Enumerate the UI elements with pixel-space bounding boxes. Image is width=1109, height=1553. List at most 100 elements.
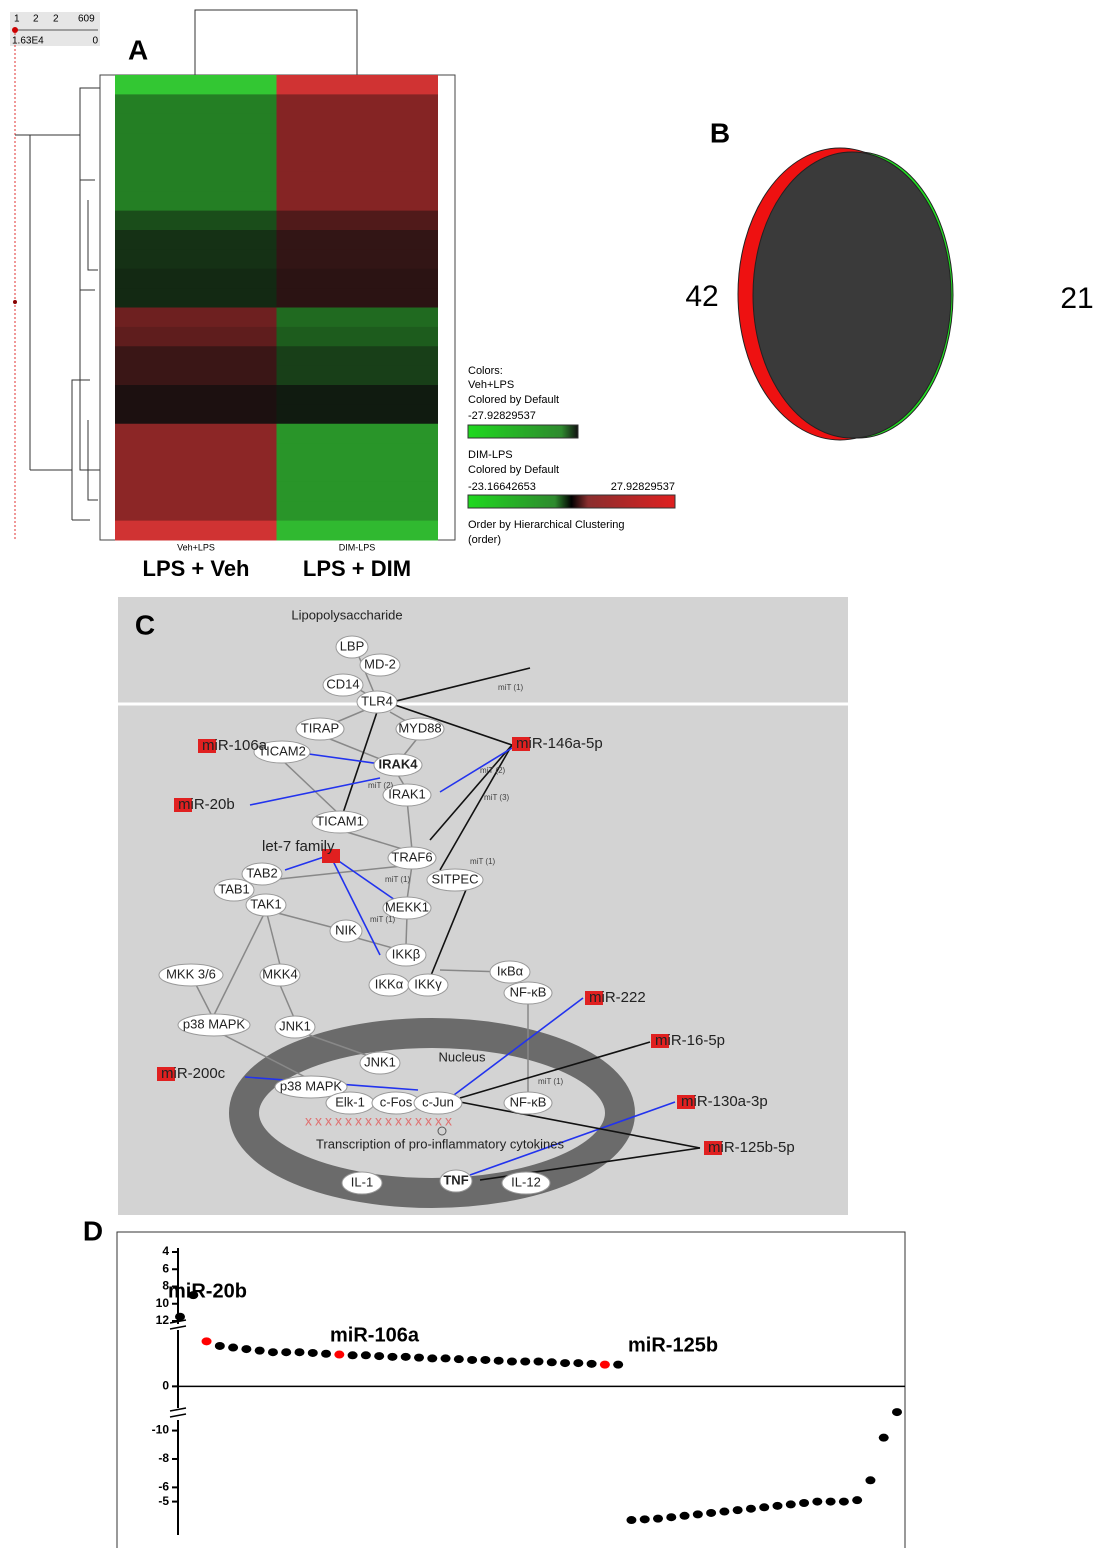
node-label: MYD88 bbox=[398, 720, 441, 735]
scale-tick: 1 bbox=[14, 14, 20, 25]
point bbox=[295, 1348, 305, 1356]
mirna-label: miR-125b-5p bbox=[708, 1139, 795, 1156]
node-label: LBP bbox=[340, 638, 365, 653]
node-label: c-Fos bbox=[380, 1094, 413, 1109]
node-label: IRAK1 bbox=[388, 786, 426, 801]
point bbox=[560, 1359, 570, 1367]
node-label: IL-12 bbox=[511, 1174, 541, 1189]
heatmap-cell bbox=[115, 230, 277, 250]
node-label: MEKK1 bbox=[385, 899, 429, 914]
heatmap-cell bbox=[115, 211, 277, 231]
node-label: TIRAP bbox=[301, 720, 339, 735]
colorbar bbox=[468, 495, 675, 508]
point bbox=[759, 1503, 769, 1511]
point bbox=[494, 1357, 504, 1365]
heatmap-cell bbox=[277, 404, 439, 424]
heatmap-cell bbox=[115, 463, 277, 483]
heatmap-cell bbox=[115, 288, 277, 308]
node-label: Lipopolysaccharide bbox=[291, 607, 402, 622]
heatmap-cell bbox=[277, 94, 439, 114]
point bbox=[228, 1344, 238, 1352]
y-tick-label: 12 bbox=[156, 1313, 170, 1327]
point bbox=[746, 1505, 756, 1513]
heatmap-cell bbox=[115, 114, 277, 134]
y-tick-label: 0 bbox=[162, 1379, 169, 1393]
edge bbox=[406, 915, 407, 945]
point bbox=[361, 1351, 371, 1359]
point bbox=[680, 1512, 690, 1520]
node-label: MD-2 bbox=[364, 656, 396, 671]
point bbox=[520, 1358, 530, 1366]
heatmap-cell bbox=[277, 230, 439, 250]
count: 21 bbox=[1060, 282, 1093, 315]
node-label: JNK1 bbox=[279, 1018, 311, 1033]
point bbox=[334, 1351, 344, 1359]
node-label: MKK 3/6 bbox=[166, 966, 216, 981]
node-label: Elk-1 bbox=[335, 1094, 365, 1109]
column-label: Veh+LPS bbox=[177, 542, 215, 552]
heatmap-cell bbox=[277, 308, 439, 328]
point bbox=[387, 1353, 397, 1361]
colorbar bbox=[468, 425, 578, 438]
heatmap-cell bbox=[115, 94, 277, 114]
node-label: c-Jun bbox=[422, 1094, 454, 1109]
heatmap-cell bbox=[277, 443, 439, 463]
node-label: p38 MAPK bbox=[183, 1016, 245, 1031]
scale-tick: 2 bbox=[53, 14, 59, 25]
point bbox=[268, 1348, 278, 1356]
point bbox=[241, 1345, 251, 1353]
heatmap-cell bbox=[115, 75, 277, 95]
heatmap-cell bbox=[277, 133, 439, 153]
edge-label: miT (1) bbox=[470, 857, 496, 866]
point bbox=[839, 1498, 849, 1506]
point bbox=[613, 1361, 623, 1369]
venn-overlap bbox=[753, 152, 951, 438]
node-label: IKKα bbox=[375, 976, 404, 991]
heatmap-cell bbox=[115, 482, 277, 502]
heatmap-cell bbox=[277, 385, 439, 405]
point bbox=[693, 1510, 703, 1518]
legend-text: (order) bbox=[468, 534, 501, 546]
mirna-label: miR-222 bbox=[589, 989, 646, 1006]
edge-label: miT (1) bbox=[538, 1077, 564, 1086]
left-dendrogram bbox=[15, 88, 100, 520]
point bbox=[547, 1358, 557, 1366]
y-tick-label: -8 bbox=[158, 1451, 169, 1465]
edge-label: miT (1) bbox=[385, 875, 411, 884]
point bbox=[786, 1500, 796, 1508]
point bbox=[640, 1515, 650, 1523]
point bbox=[773, 1502, 783, 1510]
node-label: CD14 bbox=[326, 676, 359, 691]
heatmap-cell bbox=[277, 153, 439, 173]
node-label: Transcription of pro-inflammatory cytoki… bbox=[316, 1136, 565, 1151]
column-title: LPS + DIM bbox=[303, 556, 411, 581]
heatmap-cell bbox=[277, 463, 439, 483]
heatmap-cell bbox=[115, 153, 277, 173]
mirna-label: let-7 family bbox=[262, 838, 335, 855]
node-label: IKKγ bbox=[414, 976, 442, 991]
node-label: IKKβ bbox=[392, 946, 420, 961]
point bbox=[175, 1313, 185, 1321]
point bbox=[719, 1508, 729, 1516]
scale-tick: 609 bbox=[78, 14, 95, 25]
node-label: NIK bbox=[335, 922, 357, 937]
edge-label: miT (1) bbox=[370, 915, 396, 924]
edge-label: miT (2) bbox=[368, 781, 394, 790]
heatmap-cell bbox=[115, 385, 277, 405]
annotation: miR-106a bbox=[330, 1324, 420, 1346]
node-label: TAB2 bbox=[246, 865, 278, 880]
legend-text: DIM-LPS bbox=[468, 449, 513, 461]
point bbox=[706, 1509, 716, 1517]
point bbox=[321, 1350, 331, 1358]
point bbox=[374, 1352, 384, 1360]
point bbox=[454, 1355, 464, 1363]
node-label: JNK1 bbox=[364, 1054, 396, 1069]
y-tick-label: 6 bbox=[162, 1261, 169, 1275]
heatmap-cell bbox=[115, 191, 277, 211]
node-label: MKK4 bbox=[262, 966, 297, 981]
point bbox=[879, 1434, 889, 1442]
node-label: TLR4 bbox=[361, 693, 393, 708]
point bbox=[812, 1498, 822, 1506]
point bbox=[348, 1351, 358, 1359]
scale-label: 0 bbox=[92, 36, 98, 47]
